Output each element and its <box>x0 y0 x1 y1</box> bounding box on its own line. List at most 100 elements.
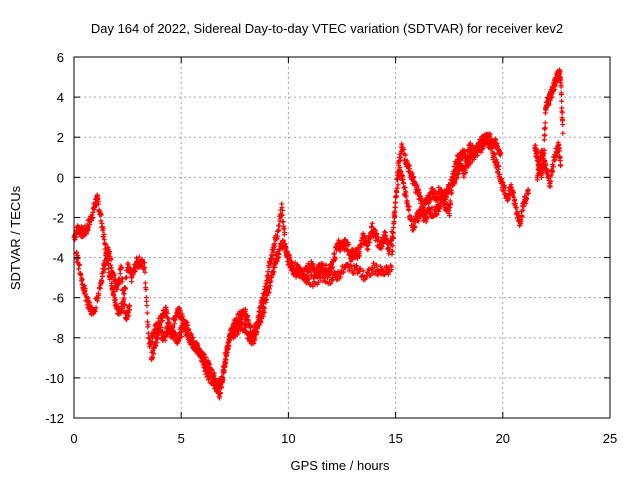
data-point <box>558 162 564 168</box>
data-point-interp <box>365 270 371 276</box>
data-point-interp <box>537 161 543 167</box>
x-tick-label: 10 <box>281 431 295 446</box>
data-point-interp <box>462 167 468 173</box>
data-point-interp <box>280 207 286 213</box>
data-point-interp <box>389 264 395 270</box>
data-point-interp <box>436 208 442 214</box>
y-tick-label: -8 <box>52 331 64 346</box>
data-point-interp <box>524 196 530 202</box>
data-point-interp <box>560 122 566 128</box>
x-tick-label: 25 <box>603 431 617 446</box>
data-point-interp <box>502 185 508 191</box>
data-point-interp <box>380 268 386 274</box>
data-point-interp <box>144 298 150 304</box>
data-point <box>142 265 148 271</box>
data-point-interp <box>521 203 527 209</box>
data-point-interp <box>77 262 83 268</box>
data-point-interp <box>272 241 278 247</box>
data-point-interp <box>407 166 413 172</box>
data-point-interp <box>514 205 520 211</box>
data-point-interp <box>539 147 545 153</box>
data-point-interp <box>124 317 130 323</box>
data-point-interp <box>121 295 127 301</box>
data-point-interp <box>188 331 194 337</box>
data-point-interp <box>142 269 148 275</box>
data-point-interp <box>100 226 106 232</box>
data-point-interp <box>146 336 152 342</box>
data-point-interp <box>542 161 548 167</box>
data-point-interp <box>122 301 128 307</box>
data-point-interp <box>542 132 548 138</box>
data-point-interp <box>501 188 507 194</box>
data-point-interp <box>394 185 400 191</box>
data-point-interp <box>121 290 127 296</box>
data-point-interp <box>164 311 170 317</box>
data-point-interp <box>160 318 166 324</box>
data-point-interp <box>148 340 154 346</box>
data-point-interp <box>267 283 273 289</box>
data-point-interp <box>243 322 249 328</box>
data-point-interp <box>153 343 159 349</box>
data-point-interp <box>399 177 405 183</box>
data-point-interp <box>494 159 500 165</box>
data-point-interp <box>348 258 354 264</box>
data-point-interp <box>558 84 564 90</box>
data-point-interp <box>186 326 192 332</box>
data-point-interp <box>403 193 409 199</box>
data-point-interp <box>78 272 84 278</box>
data-point-interp <box>474 153 480 159</box>
plot-frame <box>73 56 611 419</box>
data-point-interp <box>144 310 150 316</box>
y-tick-labels: -12 -10 -8 -6 -4 -2 0 2 4 6 <box>45 50 64 426</box>
data-point-interp <box>534 150 540 156</box>
data-point-interp <box>123 274 129 280</box>
data-point-interp <box>101 231 107 237</box>
data-point <box>442 200 448 206</box>
data-point-interp <box>107 262 113 268</box>
data-point-interp <box>536 165 542 171</box>
data-point-interp <box>559 110 565 116</box>
data-point-interp <box>406 204 412 210</box>
data-point-interp <box>178 330 184 336</box>
data-point-interp <box>554 78 560 84</box>
data-point-interp <box>385 271 391 277</box>
data-point-interp <box>330 274 336 280</box>
data-point-interp <box>107 253 113 259</box>
data-point-interp <box>332 255 338 261</box>
chart-title: Day 164 of 2022, Sidereal Day-to-day VTE… <box>91 21 563 36</box>
data-point-interp <box>518 217 524 223</box>
data-point-interp <box>254 325 260 331</box>
data-point-interp <box>118 265 124 271</box>
data-point-interp <box>391 210 397 216</box>
y-tick-label: -2 <box>52 210 64 225</box>
data-point-interp <box>219 384 225 390</box>
data-point-interp <box>96 292 102 298</box>
data-point-interp <box>103 242 109 248</box>
data-point-interp <box>471 156 477 162</box>
data-point-interp <box>353 263 359 269</box>
data-point-interp <box>401 146 407 152</box>
data-point-interp <box>342 265 348 271</box>
data-point-interp <box>256 322 262 328</box>
data-point-interp <box>506 196 512 202</box>
data-point-interp <box>359 242 365 248</box>
data-point-interp <box>316 272 322 278</box>
data-point-interp <box>493 137 499 143</box>
data-point-interp <box>99 273 105 279</box>
data-point-interp <box>423 219 429 225</box>
data-point-interp <box>330 264 336 270</box>
data-point-interp <box>534 177 540 183</box>
data-point-interp <box>299 268 305 274</box>
data-point-interp <box>308 273 314 279</box>
data-point-interp <box>542 120 548 126</box>
data-point <box>526 190 532 196</box>
data-point-interp <box>317 274 323 280</box>
y-tick-label: 6 <box>57 50 64 65</box>
data-point-interp <box>447 186 453 192</box>
data-point-interp <box>107 248 113 254</box>
data-point-interp <box>550 164 556 170</box>
data-point-interp <box>429 204 435 210</box>
data-point-interp <box>392 204 398 210</box>
data-point-interp <box>142 280 148 286</box>
data-point-interp <box>86 224 92 230</box>
